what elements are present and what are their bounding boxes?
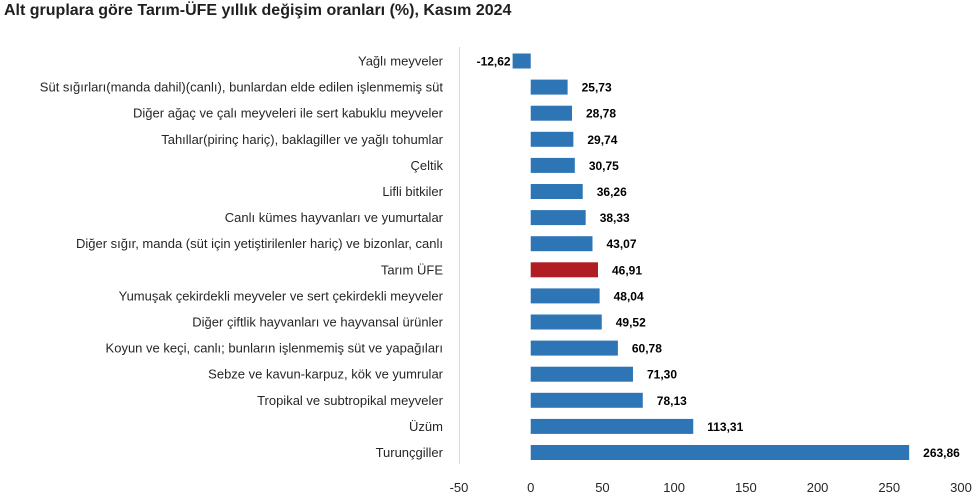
category-label: Koyun ve keçi, canlı; bunların işlenmemi…: [106, 341, 443, 356]
bar: [530, 340, 618, 356]
category-label: Yağlı meyveler: [358, 54, 444, 69]
bar: [530, 418, 694, 434]
category-label: Tarım ÜFE: [381, 262, 443, 277]
value-label: 48,04: [614, 289, 644, 303]
value-label: -12,62: [477, 55, 511, 69]
bar: [530, 236, 593, 252]
category-label: Tropikal ve subtropikal meyveler: [257, 393, 444, 408]
value-label: 25,73: [582, 81, 612, 95]
value-label: 38,33: [600, 211, 630, 225]
bar: [530, 392, 643, 408]
bar: [530, 131, 574, 147]
bar: [530, 314, 602, 330]
bar: [530, 210, 586, 226]
value-label: 46,91: [612, 263, 642, 277]
value-label: 78,13: [657, 394, 687, 408]
bar: [530, 445, 910, 460]
x-tick-label: -50: [450, 480, 469, 495]
category-label: Diğer çiftlik hayvanları ve hayvansal ür…: [192, 315, 443, 330]
x-tick-label: 250: [878, 480, 900, 495]
category-label: Canlı kümes hayvanları ve yumurtalar: [225, 210, 444, 225]
category-label: Diğer sığır, manda (süt için yetiştirile…: [76, 236, 443, 251]
bar: [512, 53, 531, 69]
category-label: Lifli bitkiler: [382, 184, 443, 199]
value-label: 71,30: [647, 368, 677, 382]
x-tick-label: 100: [663, 480, 685, 495]
bar: [530, 184, 583, 199]
x-tick-label: 200: [807, 480, 829, 495]
x-tick-label: 150: [735, 480, 757, 495]
x-tick-label: 50: [595, 480, 609, 495]
category-label: Üzüm: [409, 419, 443, 434]
bar: [530, 288, 600, 304]
category-label: Yumuşak çekirdekli meyveler ve sert çeki…: [119, 288, 444, 303]
x-tick-label: 0: [527, 480, 534, 495]
category-label: Diğer ağaç ve çalı meyveleri ile sert ka…: [133, 106, 444, 121]
category-label: Çeltik: [410, 158, 443, 173]
category-label: Tahıllar(pirinç hariç), baklagiller ve y…: [161, 132, 443, 147]
category-label: Sebze ve kavun-karpuz, kök ve yumrular: [208, 367, 443, 382]
value-label: 29,74: [587, 133, 617, 147]
category-label: Turunçgiller: [376, 445, 444, 460]
value-label: 43,07: [606, 237, 636, 251]
value-label: 49,52: [616, 316, 646, 330]
chart-title: Alt gruplara göre Tarım-ÜFE yıllık değiş…: [4, 2, 512, 19]
value-label: 36,26: [597, 185, 627, 199]
bar: [530, 262, 598, 278]
value-label: 60,78: [632, 342, 662, 356]
bar: [530, 366, 633, 382]
bar: [530, 157, 575, 173]
value-label: 113,31: [707, 420, 743, 434]
value-label: 263,86: [923, 446, 960, 460]
value-label: 28,78: [586, 107, 616, 121]
x-tick-label: 300: [950, 480, 972, 495]
bar: [530, 79, 568, 95]
value-label: 30,75: [589, 159, 619, 173]
bar: [530, 105, 572, 121]
category-label: Süt sığırları(manda dahil)(canlı), bunla…: [40, 80, 444, 95]
